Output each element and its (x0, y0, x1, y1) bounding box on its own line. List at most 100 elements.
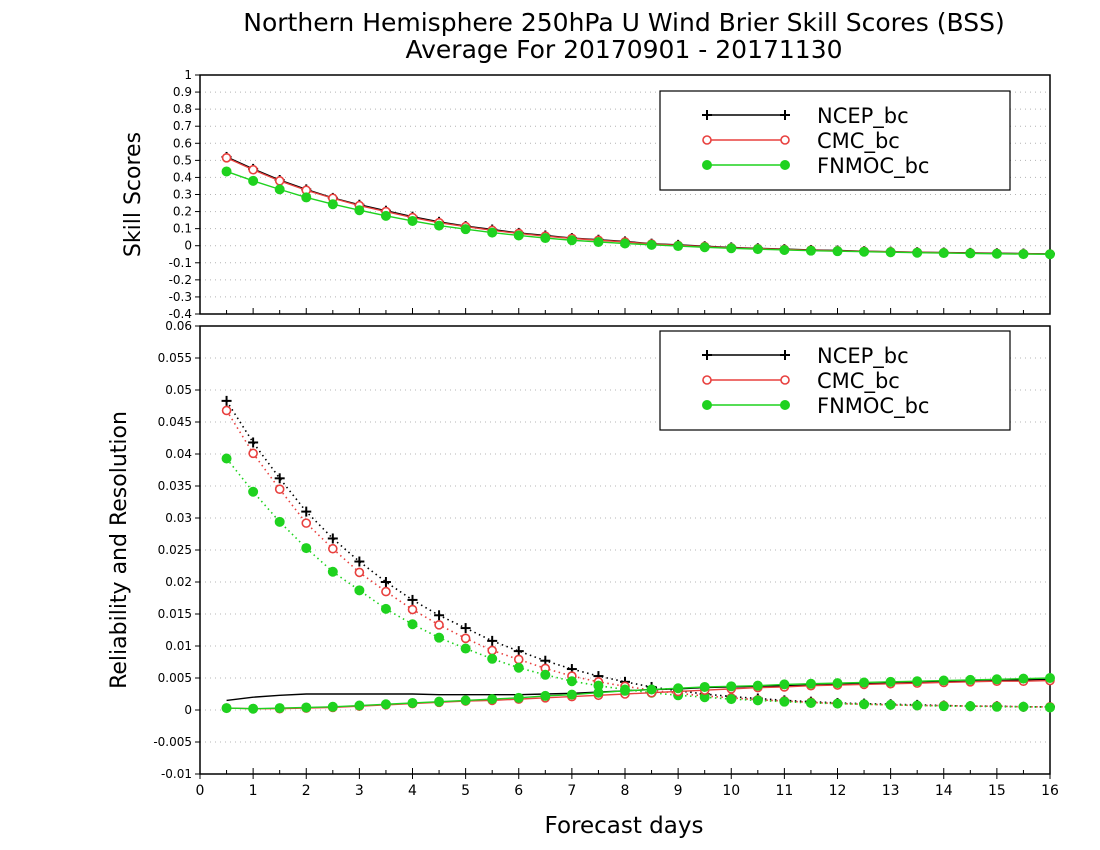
data-point (248, 703, 259, 714)
legend-label: FNMOC_bc (817, 394, 929, 419)
series-line (225, 400, 1050, 708)
legend-marker (780, 375, 790, 385)
data-point (407, 697, 418, 708)
data-point (301, 543, 312, 554)
data-point (381, 586, 391, 597)
data-point (593, 236, 604, 247)
data-point (885, 676, 896, 687)
y-tick-label: 0.01 (165, 639, 192, 653)
data-point (885, 699, 896, 710)
data-point (965, 248, 976, 259)
data-point (620, 238, 630, 249)
legend-entry-cmc-bc: CMC_bc (702, 129, 900, 154)
data-point (221, 152, 232, 163)
data-point (221, 166, 232, 177)
x-tick-label: 1 (249, 783, 258, 799)
x-tick-label: 9 (674, 783, 683, 799)
data-point (779, 696, 790, 707)
data-point (1045, 673, 1055, 683)
x-tick-label: 0 (196, 783, 205, 799)
data-point (434, 696, 445, 707)
data-point (434, 632, 445, 643)
legend-marker (702, 160, 712, 170)
data-point (380, 577, 391, 587)
legend-entry-ncep-bc: NCEP_bc (702, 104, 909, 129)
data-point (460, 623, 471, 634)
legend-entry-fnmoc-bc: FNMOC_bc (702, 154, 929, 179)
data-point (221, 703, 232, 714)
legend-marker (780, 350, 790, 360)
data-point (1018, 673, 1029, 684)
data-point (991, 248, 1002, 259)
data-point (513, 692, 524, 703)
series-line (225, 457, 1051, 709)
y-tick-label: 0.025 (158, 543, 192, 557)
data-point (354, 700, 365, 711)
panel-skill-scores: -0.4 -0.3 -0.2 -0.1 0 0.1 0.2 0.3 0.4 0.5 0.6 0.7 0.… (121, 68, 1055, 321)
data-point (805, 678, 816, 689)
legend-marker (702, 400, 712, 410)
y-tick-label: -0.01 (161, 767, 192, 781)
data-point (991, 674, 1002, 685)
data-point (327, 533, 338, 544)
legend-label: CMC_bc (817, 369, 900, 394)
y-tick-label: 0.04 (165, 447, 192, 461)
y-tick-label: 0.4 (173, 170, 192, 184)
data-point (274, 484, 285, 495)
y-tick-label: 0.03 (165, 511, 192, 525)
y-tick-label: 0.015 (158, 607, 192, 621)
legend-label: FNMOC_bc (817, 154, 929, 179)
series-fnmoc-bc-reliability (221, 673, 1055, 714)
data-point (912, 247, 923, 258)
data-point (752, 680, 763, 691)
series-ncep-bc-resolution (221, 395, 1055, 712)
data-point (673, 683, 684, 694)
data-point (513, 662, 524, 673)
data-point (460, 695, 471, 706)
legend-marker (780, 110, 790, 120)
y-tick-label: 0.02 (165, 575, 192, 589)
x-tick-label: 15 (988, 783, 1006, 799)
data-point (460, 633, 471, 644)
data-point (328, 543, 338, 554)
y-tick-label: -0.1 (169, 256, 192, 270)
data-point (274, 516, 285, 527)
data-point (274, 473, 285, 484)
data-point (380, 210, 391, 221)
y-tick-label: 0.035 (158, 479, 192, 493)
data-point (832, 246, 843, 257)
data-point (885, 247, 896, 258)
legend-marker (780, 135, 790, 145)
legend-entry-fnmoc-bc: FNMOC_bc (702, 394, 929, 419)
data-point (380, 699, 391, 710)
data-point (1018, 701, 1029, 712)
data-point (1045, 702, 1055, 713)
data-point (673, 241, 684, 252)
data-point (991, 701, 1002, 712)
y-axis-label: Reliability and Resolution (107, 411, 132, 689)
x-tick-label: 5 (461, 783, 470, 799)
data-point (646, 239, 657, 250)
data-point (248, 175, 259, 186)
data-point (938, 675, 949, 686)
data-point (354, 556, 365, 567)
data-point (752, 244, 763, 255)
x-tick-label: 16 (1041, 783, 1059, 799)
legend-marker (702, 135, 712, 145)
data-point (726, 243, 737, 254)
y-tick-label: 0 (184, 239, 192, 253)
data-point (912, 676, 923, 687)
legend-label: NCEP_bc (817, 104, 909, 129)
data-point (301, 702, 312, 713)
data-point (1018, 249, 1029, 260)
y-tick-label: 0.1 (173, 222, 192, 236)
series-cmc-bc-resolution (221, 405, 1055, 712)
data-point (301, 506, 312, 517)
data-point (407, 594, 418, 605)
x-tick-label: 3 (355, 783, 364, 799)
data-point (327, 701, 338, 712)
data-point (354, 567, 365, 578)
data-point (221, 405, 232, 416)
data-point (301, 192, 312, 203)
